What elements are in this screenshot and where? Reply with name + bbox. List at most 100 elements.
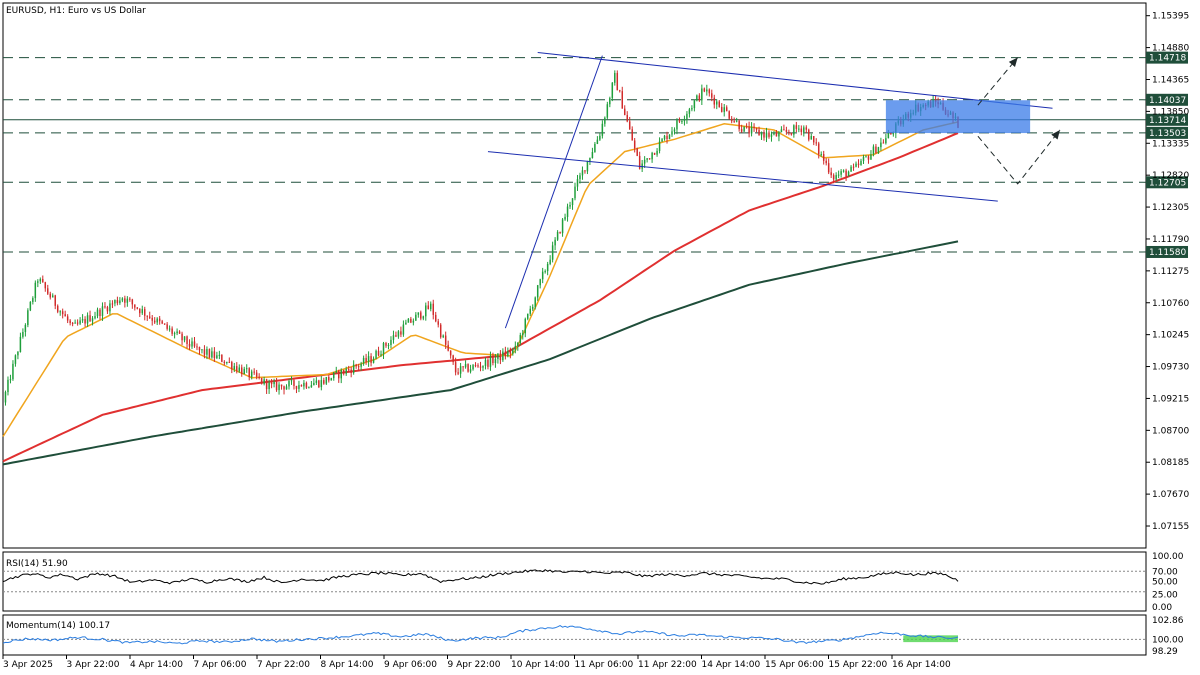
rsi-tick-label: 70.00	[1152, 567, 1178, 577]
bull-candle	[313, 382, 315, 386]
price-tick-label: 1.08700	[1152, 426, 1189, 436]
bull-candle	[325, 377, 328, 384]
bull-candle	[534, 297, 536, 307]
bull-candle	[581, 170, 584, 176]
bull-candle	[442, 335, 444, 338]
ma-mid-line	[2, 132, 959, 463]
bear-candle	[300, 385, 303, 387]
bull-candle	[865, 156, 867, 158]
time-tick-label: 9 Apr 06:00	[384, 660, 437, 670]
bull-candle	[514, 345, 517, 350]
time-tick-label: 4 Apr 14:00	[130, 660, 183, 670]
bull-candle	[86, 315, 89, 324]
chart-title: EURUSD, H1: Euro vs US Dollar	[6, 6, 146, 16]
bull-candle	[579, 175, 581, 180]
projection-arrows	[977, 57, 1061, 185]
bull-candle	[556, 231, 559, 240]
bear-candle	[188, 344, 191, 347]
bull-candle	[17, 352, 19, 356]
bear-candle	[260, 378, 263, 384]
rsi-tick-label: 0.00	[1152, 603, 1172, 613]
bull-candle	[430, 303, 432, 310]
bull-candle	[604, 117, 606, 124]
bull-candle	[688, 109, 691, 114]
bull-candle	[290, 380, 293, 382]
bear-candle	[208, 349, 211, 358]
bull-candle	[494, 358, 497, 364]
trend-line	[537, 52, 1053, 109]
bull-candle	[566, 206, 569, 217]
bull-candle	[793, 125, 795, 135]
bear-candle	[295, 385, 298, 389]
bear-candle	[616, 72, 619, 91]
bear-candle	[817, 143, 820, 155]
bear-candle	[633, 140, 636, 149]
bull-candle	[840, 171, 842, 175]
bull-candle	[218, 354, 221, 356]
bull-candle	[527, 313, 529, 319]
bull-candle	[101, 306, 104, 316]
bull-candle	[497, 353, 499, 359]
bull-candle	[320, 380, 323, 388]
bull-candle	[723, 107, 725, 112]
bull-candle	[335, 370, 338, 373]
bull-candle	[837, 174, 840, 176]
bear-candle	[827, 163, 830, 173]
momentum-tick-label: 98.29	[1152, 647, 1178, 657]
bear-candle	[845, 170, 847, 177]
bull-candle	[820, 154, 822, 156]
bull-candle	[614, 72, 616, 83]
bear-candle	[136, 307, 139, 309]
bear-candle	[129, 298, 131, 300]
bear-candle	[178, 331, 181, 334]
bull-candle	[847, 171, 850, 177]
bull-candle	[168, 328, 171, 330]
bear-candle	[730, 118, 733, 122]
time-tick-label: 3 Apr 2025	[3, 660, 53, 670]
level-price-label: 1.11580	[1149, 248, 1186, 258]
bull-candle	[315, 380, 318, 383]
level-price-label: 1.13714	[1149, 116, 1186, 126]
bear-candle	[678, 120, 681, 122]
price-tick-label: 1.14880	[1152, 44, 1189, 54]
bull-candle	[591, 152, 594, 159]
bear-candle	[584, 170, 586, 172]
bear-candle	[337, 370, 340, 379]
price-tick-label: 1.10760	[1152, 299, 1189, 309]
bull-candle	[206, 349, 208, 355]
bull-candle	[330, 378, 333, 381]
bull-candle	[887, 133, 890, 139]
bear-candle	[71, 322, 74, 324]
bear-candle	[790, 132, 793, 135]
level-price-tag	[1146, 93, 1188, 106]
bear-candle	[163, 323, 166, 325]
bear-candle	[728, 111, 730, 119]
bull-candle	[469, 369, 472, 372]
bear-candle	[788, 131, 790, 133]
bull-candle	[156, 318, 158, 323]
bull-candle	[663, 135, 666, 140]
bull-candle	[716, 101, 718, 105]
bull-candle	[599, 135, 601, 140]
bear-candle	[241, 367, 243, 375]
bull-candle	[512, 349, 514, 354]
bear-candle	[328, 377, 330, 381]
bull-candle	[606, 104, 609, 118]
bull-candle	[233, 366, 236, 370]
bear-candle	[116, 300, 119, 304]
bull-candle	[524, 318, 527, 334]
bull-candle	[126, 298, 129, 303]
price-tick-label: 1.08185	[1152, 458, 1189, 468]
bull-candle	[308, 387, 310, 389]
bear-candle	[153, 320, 156, 323]
bull-candle	[382, 342, 385, 355]
bear-candle	[42, 278, 44, 283]
bear-candle	[444, 335, 447, 345]
bull-candle	[564, 216, 566, 220]
bull-candle	[743, 126, 745, 132]
bear-candle	[800, 128, 803, 132]
bear-candle	[703, 88, 706, 92]
bull-candle	[29, 301, 32, 311]
